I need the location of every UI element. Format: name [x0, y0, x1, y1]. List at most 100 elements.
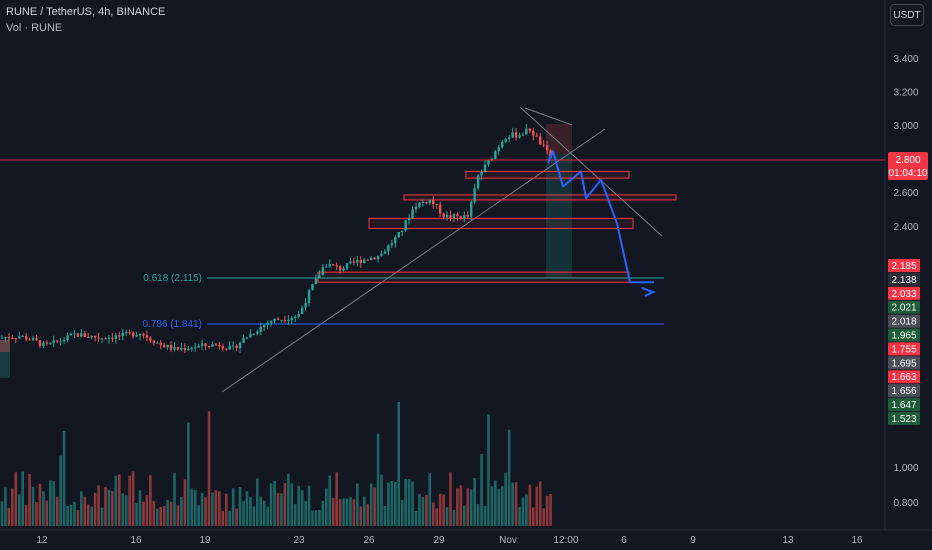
volume-bar	[349, 497, 352, 526]
price-tag-bg	[888, 286, 920, 300]
candle-body	[411, 209, 414, 219]
volume-bar	[373, 487, 376, 526]
trendline-minor	[524, 107, 573, 126]
volume-bar	[173, 473, 176, 526]
volume-bar	[383, 506, 387, 526]
currency-button[interactable]: USDT	[890, 4, 924, 26]
candle-body	[325, 266, 328, 268]
volume-bar	[152, 500, 156, 526]
price-tag-bg	[888, 342, 920, 356]
candle-body	[242, 337, 245, 343]
volume-bar	[318, 510, 321, 526]
volume-bar	[256, 478, 259, 526]
price-tag-value: 1.656	[891, 386, 916, 397]
volume-bar	[314, 510, 318, 526]
candle-body	[397, 232, 400, 238]
candle-body	[152, 340, 155, 344]
volume-bar	[242, 501, 245, 526]
candle-body	[532, 130, 535, 136]
candle-body	[507, 137, 511, 139]
candle-body	[539, 136, 542, 145]
volume-bar	[418, 493, 421, 526]
candle-body	[7, 337, 11, 339]
price-tag-value: 2.018	[891, 317, 916, 328]
volume-bar	[438, 493, 442, 526]
volume-bar	[169, 501, 173, 526]
candle-body	[245, 337, 249, 339]
candle-body	[93, 335, 97, 338]
volume-bar	[111, 491, 114, 526]
candle-body	[473, 188, 476, 202]
candle-body	[59, 341, 62, 343]
volume-bar	[73, 501, 76, 526]
volume-bar	[514, 482, 518, 526]
volume-bar	[387, 482, 390, 526]
volume-bar	[290, 483, 294, 526]
volume-bar	[55, 496, 59, 526]
volume-bar	[145, 495, 149, 526]
candle-body	[173, 346, 176, 350]
volume-bar	[38, 483, 42, 526]
volume-bar	[487, 414, 490, 526]
volume-bar	[335, 472, 338, 526]
volume-bar	[86, 504, 90, 526]
y-tick-label: 3.400	[893, 54, 918, 65]
volume-bar	[352, 499, 356, 526]
price-tag-bg	[888, 314, 920, 328]
volume-bar	[463, 505, 466, 526]
price-tag: 2.021	[888, 300, 920, 314]
candle-body	[366, 259, 369, 261]
volume-bar	[266, 506, 269, 526]
candle-body	[190, 348, 193, 350]
volume-bar	[159, 506, 162, 526]
candle-body	[483, 164, 487, 172]
price-tag-bg	[888, 272, 920, 286]
price-tag-value: 1.695	[891, 358, 916, 369]
highlight-box	[0, 340, 10, 378]
volume-bar	[276, 492, 280, 526]
volume-bar	[328, 475, 332, 526]
fib-level-label: 0.618 (2.115)	[143, 273, 202, 284]
candle-body	[35, 338, 38, 341]
volume-bar	[445, 507, 449, 526]
symbol-title: RUNE / TetherUS, 4h, BINANCE	[6, 6, 166, 18]
volume-bar	[83, 496, 87, 526]
candle-body	[435, 204, 438, 206]
volume-bar	[345, 498, 349, 526]
volume-bar	[431, 502, 435, 526]
volume-bar	[525, 494, 528, 526]
candle-body	[221, 346, 224, 349]
volume-bar	[35, 502, 38, 526]
candle-body	[445, 215, 449, 218]
candle-body	[97, 337, 100, 339]
volume-bar	[452, 510, 456, 526]
projection-path	[547, 150, 654, 284]
volume-bar	[142, 501, 145, 526]
volume-bar	[376, 433, 380, 526]
volume-bar	[459, 485, 463, 526]
volume-bar	[204, 497, 207, 526]
candle-body	[428, 199, 431, 204]
candle-body	[238, 342, 242, 349]
x-tick-label: 6	[621, 535, 627, 546]
volume-bar	[104, 486, 107, 526]
volume-bar	[369, 483, 373, 526]
candle-body	[218, 344, 221, 347]
volume-bar	[190, 488, 194, 526]
candle-body	[414, 206, 418, 210]
volume-bar	[356, 483, 359, 526]
candle-body	[211, 344, 214, 347]
volume-bar	[262, 500, 266, 526]
volume-bar	[28, 473, 31, 526]
volume-bar	[307, 485, 311, 526]
volume-bar	[507, 429, 511, 526]
volume-bar	[128, 475, 131, 526]
volume-bar	[138, 490, 142, 526]
volume-bar	[259, 496, 263, 526]
volume-bar	[366, 504, 369, 526]
volume-bar	[435, 508, 438, 526]
volume-bar	[124, 495, 128, 526]
volume-bar	[7, 507, 11, 526]
volume-bar	[394, 481, 397, 526]
